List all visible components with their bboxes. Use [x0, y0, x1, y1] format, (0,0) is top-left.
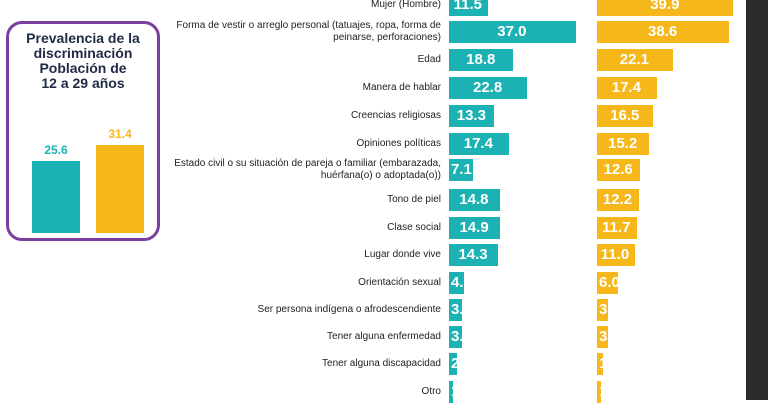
bar-teal — [449, 105, 495, 127]
category-label: Tener alguna enfermedad — [327, 331, 441, 342]
bar-value-teal: 7.1 — [451, 161, 472, 178]
bar-teal — [449, 217, 500, 239]
bar-value-teal: 4.3 — [451, 274, 472, 291]
bar-gold — [597, 353, 604, 375]
bar-gold — [597, 105, 654, 127]
bar-teal — [449, 133, 509, 155]
window-edge — [746, 0, 768, 400]
bar-value-teal: 11.5 — [453, 0, 483, 13]
prevalence-bar-gold — [96, 145, 144, 233]
bar-value-gold: 6.0 — [599, 274, 620, 291]
bar-value-gold: 3.1 — [599, 328, 620, 345]
bar-value-teal: 17.4 — [463, 135, 493, 152]
bar-teal — [449, 0, 489, 16]
category-label: Estado civil o su situación de pareja o … — [174, 158, 441, 181]
bar-value-gold: 3.2 — [599, 301, 620, 318]
bar-teal — [449, 272, 464, 294]
prevalence-title: Prevalencia de la discriminación Poblaci… — [26, 30, 140, 91]
bar-gold — [597, 244, 635, 266]
bar-value-gold: 15.2 — [607, 135, 638, 152]
bar-teal — [449, 49, 514, 71]
bar-gold — [597, 272, 618, 294]
category-label: Edad — [417, 54, 441, 65]
prevalence-value-teal: 25.6 — [44, 143, 68, 158]
bar-value-teal: 14.8 — [459, 191, 489, 208]
prevalence-value-gold: 31.4 — [108, 127, 132, 142]
bar-teal — [449, 77, 527, 99]
bar-value-gold: 1.8 — [599, 355, 620, 372]
category-label: Ser persona indígena o afrodescendiente — [257, 304, 441, 315]
bar-gold — [597, 133, 649, 155]
category-label: Mujer (Hombre) — [370, 0, 441, 10]
prevalence-bar-teal — [32, 161, 80, 233]
bar-value-gold: 11.7 — [602, 219, 631, 236]
bar-teal — [449, 381, 454, 403]
prevalence-panel: Prevalencia de la discriminación Poblaci… — [6, 21, 160, 241]
bar-gold — [597, 0, 734, 16]
bar-value-gold: 12.2 — [602, 191, 633, 208]
bar-value-teal: 37.0 — [497, 23, 527, 40]
bar-value-gold: 17.4 — [611, 79, 641, 96]
bar-gold — [597, 49, 673, 71]
bar-teal — [449, 353, 457, 375]
bar-value-gold: 39.9 — [650, 0, 680, 13]
category-label: Otro — [421, 386, 441, 397]
category-label: Creencias religiosas — [350, 110, 441, 121]
category-label: Manera de hablar — [362, 82, 441, 93]
bar-teal — [449, 159, 474, 181]
bar-value-teal: 22.8 — [472, 79, 503, 96]
bar-gold — [597, 299, 608, 321]
bar-value-teal: 13.3 — [456, 107, 486, 124]
bar-value-teal: 14.9 — [459, 219, 489, 236]
bar-value-gold: 22.1 — [619, 51, 649, 68]
bar-value-teal: 14.3 — [458, 246, 488, 263]
bar-value-teal: 3.7 — [451, 301, 472, 318]
bar-gold — [597, 21, 729, 43]
bar-value-gold: 11.0 — [600, 246, 630, 263]
category-label: Tener alguna discapacidad — [322, 358, 441, 369]
bar-value-teal: 3.7 — [451, 328, 472, 345]
category-label: Opiniones políticas — [356, 138, 442, 149]
bar-value-teal: 18.8 — [466, 51, 496, 68]
category-label: Lugar donde vive — [364, 249, 441, 260]
bar-gold — [597, 77, 657, 99]
bar-teal — [449, 299, 462, 321]
bar-gold — [597, 326, 608, 348]
bar-teal — [449, 326, 462, 348]
bar-value-gold: 38.6 — [648, 23, 678, 40]
bar-teal — [449, 244, 498, 266]
bar-value-gold: 16.5 — [610, 107, 640, 124]
category-label: Clase social — [387, 222, 441, 233]
bar-value-teal: 2.2 — [451, 355, 472, 372]
bar-gold — [597, 189, 639, 211]
category-label: Orientación sexual — [358, 277, 441, 288]
bar-teal — [449, 21, 576, 43]
bar-value-gold: 12.6 — [603, 161, 633, 178]
bar-value-gold: 1.2 — [599, 383, 620, 400]
bar-teal — [449, 189, 500, 211]
bar-value-teal: 1.2 — [451, 383, 472, 400]
bar-gold — [597, 381, 602, 403]
bar-gold — [597, 159, 641, 181]
category-label: Tono de piel — [387, 194, 441, 205]
bar-gold — [597, 217, 637, 239]
category-label: Forma de vestir o arreglo personal (tatu… — [176, 20, 441, 43]
